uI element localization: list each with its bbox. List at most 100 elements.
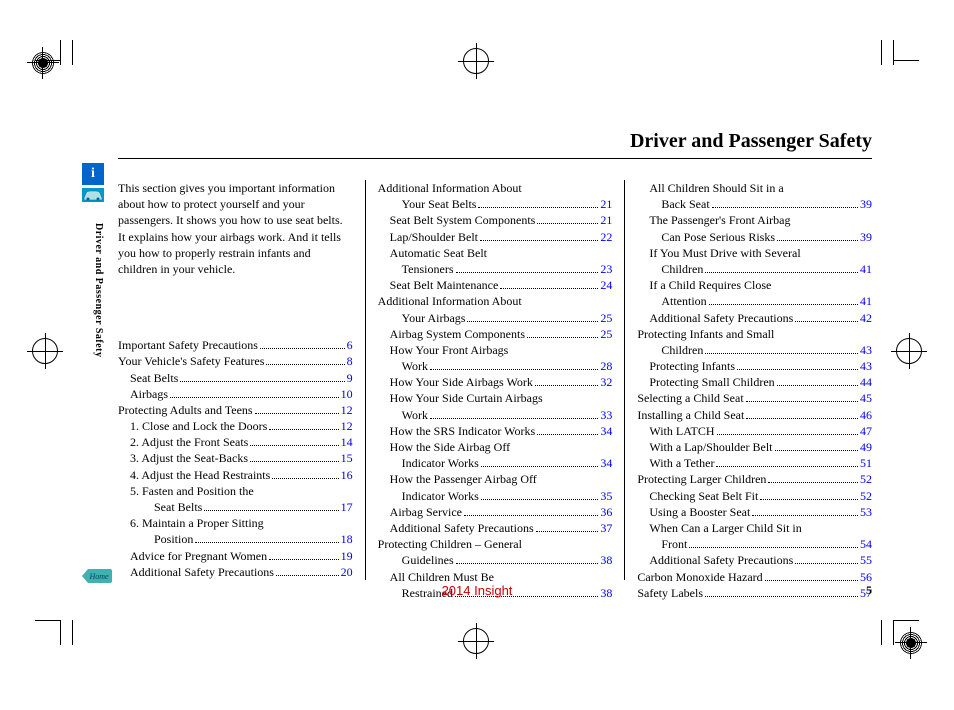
info-icon[interactable]: i: [82, 163, 104, 185]
toc-page-link[interactable]: 25: [600, 310, 612, 326]
toc-page-link[interactable]: 25: [600, 326, 612, 342]
toc-page-link[interactable]: 9: [347, 370, 353, 386]
toc-entry[interactable]: Children43: [637, 342, 872, 358]
toc-page-link[interactable]: 12: [341, 402, 353, 418]
toc-page-link[interactable]: 37: [600, 520, 612, 536]
toc-page-link[interactable]: 8: [347, 353, 353, 369]
toc-page-link[interactable]: 45: [860, 390, 872, 406]
toc-page-link[interactable]: 34: [600, 455, 612, 471]
toc-entry[interactable]: With a Tether51: [637, 455, 872, 471]
toc-page-link[interactable]: 15: [341, 450, 353, 466]
toc-page-link[interactable]: 41: [860, 293, 872, 309]
toc-entry[interactable]: Using a Booster Seat53: [637, 504, 872, 520]
toc-entry[interactable]: Important Safety Precautions6: [118, 337, 353, 353]
toc-page-link[interactable]: 18: [341, 531, 353, 547]
toc-page-link[interactable]: 21: [600, 196, 612, 212]
toc-entry[interactable]: Your Vehicle's Safety Features8: [118, 353, 353, 369]
toc-entry[interactable]: Protecting Infants43: [637, 358, 872, 374]
toc-page-link[interactable]: 24: [600, 277, 612, 293]
toc-page-link[interactable]: 42: [860, 310, 872, 326]
toc-entry[interactable]: Lap/Shoulder Belt22: [378, 229, 613, 245]
toc-entry[interactable]: 3. Adjust the Seat-Backs15: [118, 450, 353, 466]
toc-page-link[interactable]: 28: [600, 358, 612, 374]
toc-entry[interactable]: Protecting Larger Children52: [637, 471, 872, 487]
toc-entry[interactable]: Guidelines38: [378, 552, 613, 568]
toc-page-link[interactable]: 23: [600, 261, 612, 277]
toc-page-link[interactable]: 20: [341, 564, 353, 580]
toc-entry[interactable]: Your Seat Belts21: [378, 196, 613, 212]
toc-entry[interactable]: Protecting Small Children44: [637, 374, 872, 390]
toc-entry[interactable]: 4. Adjust the Head Restraints16: [118, 467, 353, 483]
toc-entry[interactable]: With a Lap/Shoulder Belt49: [637, 439, 872, 455]
toc-page-link[interactable]: 49: [860, 439, 872, 455]
toc-page-link[interactable]: 46: [860, 407, 872, 423]
toc-entry[interactable]: How the SRS Indicator Works34: [378, 423, 613, 439]
toc-page-link[interactable]: 32: [600, 374, 612, 390]
toc-entry[interactable]: Carbon Monoxide Hazard56: [637, 569, 872, 585]
toc-page-link[interactable]: 52: [860, 471, 872, 487]
car-icon[interactable]: [82, 188, 104, 202]
toc-entry[interactable]: Seat Belts9: [118, 370, 353, 386]
toc-entry[interactable]: Additional Safety Precautions42: [637, 310, 872, 326]
toc-entry[interactable]: Protecting Adults and Teens12: [118, 402, 353, 418]
toc-page-link[interactable]: 34: [600, 423, 612, 439]
toc-entry[interactable]: Selecting a Child Seat45: [637, 390, 872, 406]
toc-entry[interactable]: Attention41: [637, 293, 872, 309]
toc-page-link[interactable]: 17: [341, 499, 353, 515]
toc-page-link[interactable]: 39: [860, 196, 872, 212]
toc-page-link[interactable]: 54: [860, 536, 872, 552]
toc-entry[interactable]: Children41: [637, 261, 872, 277]
toc-entry[interactable]: Tensioners23: [378, 261, 613, 277]
toc-page-link[interactable]: 52: [860, 488, 872, 504]
toc-entry[interactable]: Seat Belts17: [118, 499, 353, 515]
toc-entry[interactable]: Additional Safety Precautions20: [118, 564, 353, 580]
toc-entry[interactable]: Seat Belt System Components21: [378, 212, 613, 228]
toc-entry[interactable]: Airbag System Components25: [378, 326, 613, 342]
toc-page-link[interactable]: 16: [341, 467, 353, 483]
toc-entry[interactable]: 2. Adjust the Front Seats14: [118, 434, 353, 450]
toc-page-link[interactable]: 39: [860, 229, 872, 245]
toc-page-link[interactable]: 12: [341, 418, 353, 434]
toc-page-link[interactable]: 14: [341, 434, 353, 450]
toc-page-link[interactable]: 6: [347, 337, 353, 353]
toc-entry[interactable]: Checking Seat Belt Fit52: [637, 488, 872, 504]
toc-page-link[interactable]: 22: [600, 229, 612, 245]
toc-entry[interactable]: Back Seat39: [637, 196, 872, 212]
toc-entry[interactable]: Position18: [118, 531, 353, 547]
toc-page-link[interactable]: 38: [600, 552, 612, 568]
toc-entry[interactable]: Your Airbags25: [378, 310, 613, 326]
toc-entry[interactable]: How Your Side Airbags Work32: [378, 374, 613, 390]
toc-entry[interactable]: Advice for Pregnant Women19: [118, 548, 353, 564]
toc-page-link[interactable]: 53: [860, 504, 872, 520]
toc-page-link[interactable]: 10: [341, 386, 353, 402]
toc-entry[interactable]: Safety Labels57: [637, 585, 872, 601]
toc-entry[interactable]: Can Pose Serious Risks39: [637, 229, 872, 245]
toc-page-link[interactable]: 35: [600, 488, 612, 504]
toc-entry[interactable]: Work33: [378, 407, 613, 423]
toc-entry[interactable]: Additional Safety Precautions37: [378, 520, 613, 536]
toc-page-link[interactable]: 41: [860, 261, 872, 277]
toc-entry[interactable]: Airbag Service36: [378, 504, 613, 520]
toc-entry[interactable]: Front54: [637, 536, 872, 552]
toc-entry[interactable]: 1. Close and Lock the Doors12: [118, 418, 353, 434]
toc-page-link[interactable]: 36: [600, 504, 612, 520]
toc-page-link[interactable]: 43: [860, 342, 872, 358]
toc-entry[interactable]: Seat Belt Maintenance24: [378, 277, 613, 293]
toc-page-link[interactable]: 44: [860, 374, 872, 390]
toc-entry[interactable]: Additional Safety Precautions55: [637, 552, 872, 568]
toc-page-link[interactable]: 43: [860, 358, 872, 374]
toc-entry[interactable]: With LATCH47: [637, 423, 872, 439]
toc-entry[interactable]: Indicator Works35: [378, 488, 613, 504]
home-button[interactable]: Home: [82, 568, 112, 584]
toc-page-link[interactable]: 21: [600, 212, 612, 228]
toc-page-link[interactable]: 33: [600, 407, 612, 423]
toc-page-link[interactable]: 55: [860, 552, 872, 568]
toc-page-link[interactable]: 51: [860, 455, 872, 471]
toc-page-link[interactable]: 19: [341, 548, 353, 564]
toc-entry[interactable]: Installing a Child Seat46: [637, 407, 872, 423]
toc-page-link[interactable]: 47: [860, 423, 872, 439]
toc-entry[interactable]: Airbags10: [118, 386, 353, 402]
toc-entry[interactable]: Indicator Works34: [378, 455, 613, 471]
toc-entry[interactable]: Work28: [378, 358, 613, 374]
toc-page-link[interactable]: 38: [600, 585, 612, 601]
